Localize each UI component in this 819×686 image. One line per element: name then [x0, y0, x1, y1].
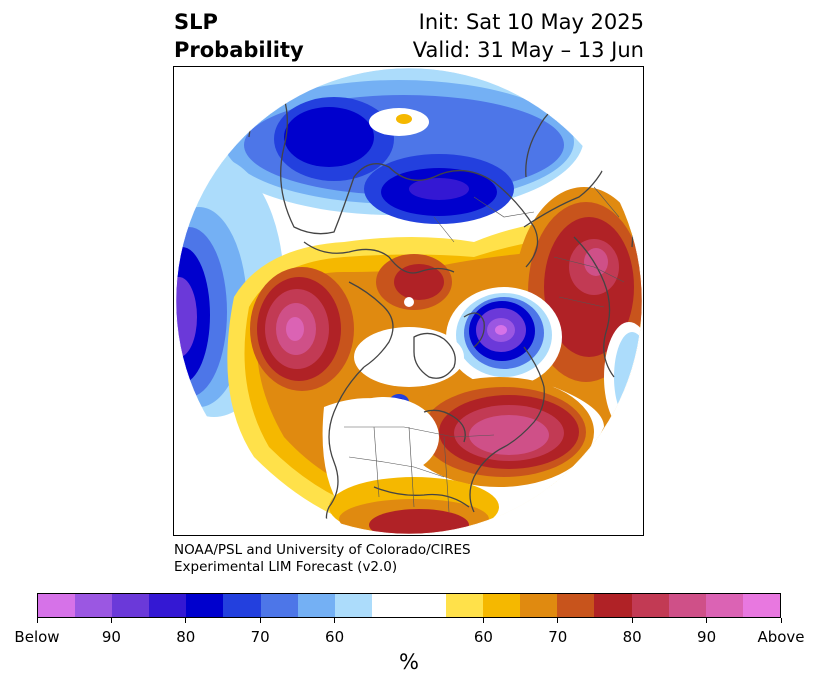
colorbar-tick-mark — [334, 618, 336, 623]
colorbar-tick-label: 80 — [176, 628, 196, 646]
colorbar-tick-label: Above — [757, 628, 805, 646]
colorbar-swatch — [631, 594, 669, 617]
credit-text: NOAA/PSL and University of Colorado/CIRE… — [174, 542, 471, 576]
colorbar-tick-mark — [706, 618, 708, 623]
probability-map — [175, 67, 643, 535]
title-line-2: Probability — [174, 38, 304, 62]
colorbar — [37, 593, 781, 618]
above-normal-north-america — [322, 377, 604, 534]
colorbar-swatch — [149, 594, 187, 617]
below-normal-north-band — [204, 68, 584, 224]
forecast-dates: Init: Sat 10 May 2025 Valid: 31 May – 13… — [413, 8, 644, 64]
colorbar-tick-mark — [110, 618, 112, 623]
colorbar-tick-mark — [482, 618, 484, 623]
colorbar-swatch — [594, 594, 632, 617]
colorbar-tick-mark — [780, 618, 782, 623]
map-boundary — [175, 67, 643, 535]
pole-marker — [404, 297, 414, 307]
coastlines — [233, 76, 635, 533]
colorbar-swatch — [112, 594, 150, 617]
colorbar-tick-mark — [259, 618, 261, 623]
credit-line-1: NOAA/PSL and University of Colorado/CIRE… — [174, 542, 471, 558]
colorbar-tick-label: 60 — [325, 628, 345, 646]
colorbar-swatch — [223, 594, 261, 617]
colorbar-tick-label: 60 — [473, 628, 493, 646]
colorbar-tick-label: 90 — [697, 628, 717, 646]
colorbar-swatch — [520, 594, 558, 617]
colorbar-swatch — [38, 594, 76, 617]
colorbar-swatch — [408, 594, 447, 617]
valid-date: Valid: 31 May – 13 Jun — [412, 38, 644, 62]
colorbar-swatch — [557, 594, 595, 617]
map-title: SLP Probability — [174, 8, 304, 64]
colorbar-swatch — [742, 594, 780, 617]
colorbar-tick-mark — [557, 618, 559, 623]
colorbar-tick-mark — [185, 618, 187, 623]
title-line-1: SLP — [174, 10, 218, 34]
colorbar-tick-label: Below — [14, 628, 60, 646]
colorbar-swatch — [297, 594, 335, 617]
colorbar-unit: % — [399, 650, 419, 674]
init-date: Init: Sat 10 May 2025 — [418, 10, 644, 34]
colorbar-tick-label: 70 — [548, 628, 568, 646]
credit-line-2: Experimental LIM Forecast (v2.0) — [174, 559, 398, 575]
colorbar-swatch — [75, 594, 113, 617]
colorbar-tick-label: 80 — [622, 628, 642, 646]
colorbar-swatch — [483, 594, 521, 617]
colorbar-tick-mark — [631, 618, 633, 623]
map-panel — [173, 66, 644, 536]
colorbar-tick-mark — [36, 618, 38, 623]
colorbar-swatch — [260, 594, 298, 617]
below-normal-arctic-core — [446, 287, 562, 387]
colorbar-swatch — [334, 594, 372, 617]
colorbar-swatch — [371, 594, 409, 617]
colorbar-tick-label: 70 — [250, 628, 270, 646]
neutral-polar-zone — [354, 327, 464, 387]
political-borders — [344, 186, 625, 513]
colorbar-swatch — [446, 594, 484, 617]
colorbar-swatch — [186, 594, 224, 617]
colorbar-swatch — [705, 594, 743, 617]
colorbar-tick-label: 90 — [101, 628, 121, 646]
colorbar-swatch — [668, 594, 706, 617]
